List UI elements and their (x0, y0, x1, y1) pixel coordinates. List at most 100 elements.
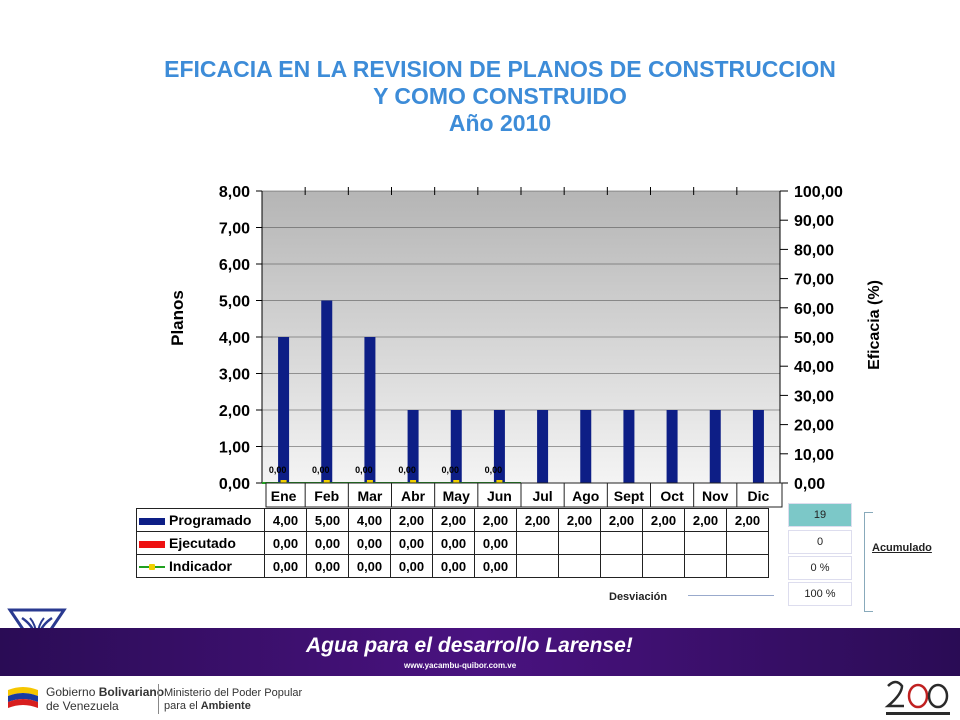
chart-title: EFICACIA EN LA REVISION DE PLANOS DE CON… (150, 56, 850, 137)
table-cell: 4,00 (264, 508, 307, 532)
y-right-tick-label: 60,00 (794, 301, 834, 318)
table-cell (516, 554, 559, 578)
table-cell: 0,00 (348, 554, 391, 578)
y-right-tick-label: 0,00 (794, 476, 825, 493)
table-cell: 0,00 (390, 531, 433, 555)
x-tick-label: Ene (271, 488, 297, 504)
table-cell (642, 531, 685, 555)
x-tick-label: Abr (401, 488, 426, 504)
data-label: 0,00 (485, 465, 503, 475)
y-tick-label: 6,00 (219, 257, 250, 274)
table-cell: 2,00 (432, 508, 475, 532)
min-text-a: Ministerio del Poder Popular (164, 687, 303, 699)
y-tick-label: 3,00 (219, 367, 250, 384)
y-tick-label: 5,00 (219, 294, 250, 311)
y-right-tick-label: 90,00 (794, 213, 834, 230)
table-cell (726, 554, 769, 578)
y-tick-label: 0,00 (219, 476, 250, 493)
legend-programado: Programado (136, 508, 265, 532)
slogan-banner (0, 628, 960, 676)
legend-indicador: Indicador (136, 554, 265, 578)
table-cell (684, 531, 727, 555)
deviation-label: Desviación (609, 591, 668, 603)
x-tick-label: Mar (357, 488, 382, 504)
gob-text-a: Gobierno (46, 685, 99, 699)
table-cell: 0,00 (264, 531, 307, 555)
table-cell: 0,00 (348, 531, 391, 555)
table-cell: 0,00 (432, 531, 475, 555)
bar-programado (752, 410, 764, 483)
bar-programado (364, 337, 376, 483)
legend-label: Programado (169, 512, 252, 528)
legend-ejecutado: Ejecutado (136, 531, 265, 555)
x-tick-label: Jun (487, 488, 512, 504)
table-cell (684, 554, 727, 578)
table-cell (726, 531, 769, 555)
min-text-b: para el (164, 700, 201, 712)
table-cell (600, 531, 643, 555)
accumulated-brace (864, 512, 873, 612)
table-cell (642, 554, 685, 578)
x-tick-label: Jul (532, 488, 552, 504)
website-text: www.yacambu-quibor.com.ve (404, 661, 517, 670)
footer-separator (158, 684, 159, 714)
table-cell: 0,00 (474, 554, 517, 578)
bicentenario-logo-icon (884, 680, 950, 715)
y-tick-label: 2,00 (219, 403, 250, 420)
x-tick-label: Feb (314, 488, 339, 504)
title-line-2: Y COMO CONSTRUIDO (373, 83, 627, 109)
table-cell: 4,00 (348, 508, 391, 532)
bar-programado (493, 410, 505, 483)
table-cell: 0,00 (264, 554, 307, 578)
table-cell (516, 531, 559, 555)
table-cell: 2,00 (726, 508, 769, 532)
data-label: 0,00 (269, 465, 287, 475)
gob-text-c: de Venezuela (46, 699, 119, 713)
legend-label: Indicador (169, 558, 233, 574)
accumulated-label: Acumulado (872, 542, 932, 554)
data-label: 0,00 (355, 465, 373, 475)
bar-programado (666, 410, 678, 483)
x-tick-label: May (443, 488, 470, 504)
accumulated-eficacia: 100 % (788, 582, 852, 606)
y-tick-label: 4,00 (219, 330, 250, 347)
bar-programado (709, 410, 721, 483)
bar-programado (450, 410, 462, 483)
category-row (265, 482, 783, 508)
y-tick-label: 8,00 (219, 184, 250, 201)
table-row: Programado 4,00 5,00 4,00 2,00 2,00 2,00… (136, 508, 769, 532)
title-line-1: EFICACIA EN LA REVISION DE PLANOS DE CON… (164, 56, 836, 82)
legend-swatch-indicador (139, 564, 165, 571)
bar-programado (321, 300, 333, 483)
legend-swatch-ejecutado (139, 540, 165, 548)
accumulated-programado: 19 (788, 503, 852, 527)
data-label: 0,00 (398, 465, 416, 475)
y-axis-label-right: Eficacia (%) (866, 280, 883, 370)
y-right-tick-label: 40,00 (794, 359, 834, 376)
bar-programado (407, 410, 419, 483)
title-line-3: Año 2010 (448, 110, 552, 136)
table-cell: 2,00 (390, 508, 433, 532)
x-tick-label: Sept (614, 488, 645, 504)
x-tick-label: Oct (660, 488, 684, 504)
min-text-c: Ambiente (200, 700, 251, 712)
table-cell: 2,00 (684, 508, 727, 532)
table-cell (600, 554, 643, 578)
table-cell: 0,00 (306, 554, 349, 578)
y-right-tick-label: 10,00 (794, 447, 834, 464)
data-label: 0,00 (441, 465, 459, 475)
gob-text-b: Bolivariano (98, 685, 165, 699)
ministerio-text: Ministerio del Poder Popular para el Amb… (164, 687, 302, 713)
bar-programado (623, 410, 635, 483)
table-cell: 2,00 (642, 508, 685, 532)
bar-programado (580, 410, 592, 483)
y-axis-label-left: Planos (168, 290, 187, 346)
y-right-tick-label: 80,00 (794, 242, 834, 259)
y-right-tick-label: 70,00 (794, 272, 834, 289)
legend-swatch-programado (139, 517, 165, 525)
venezuela-flag-icon (8, 687, 38, 708)
bar-programado (278, 337, 290, 483)
table-cell: 2,00 (600, 508, 643, 532)
x-tick-label: Ago (572, 488, 599, 504)
table-cell: 2,00 (474, 508, 517, 532)
